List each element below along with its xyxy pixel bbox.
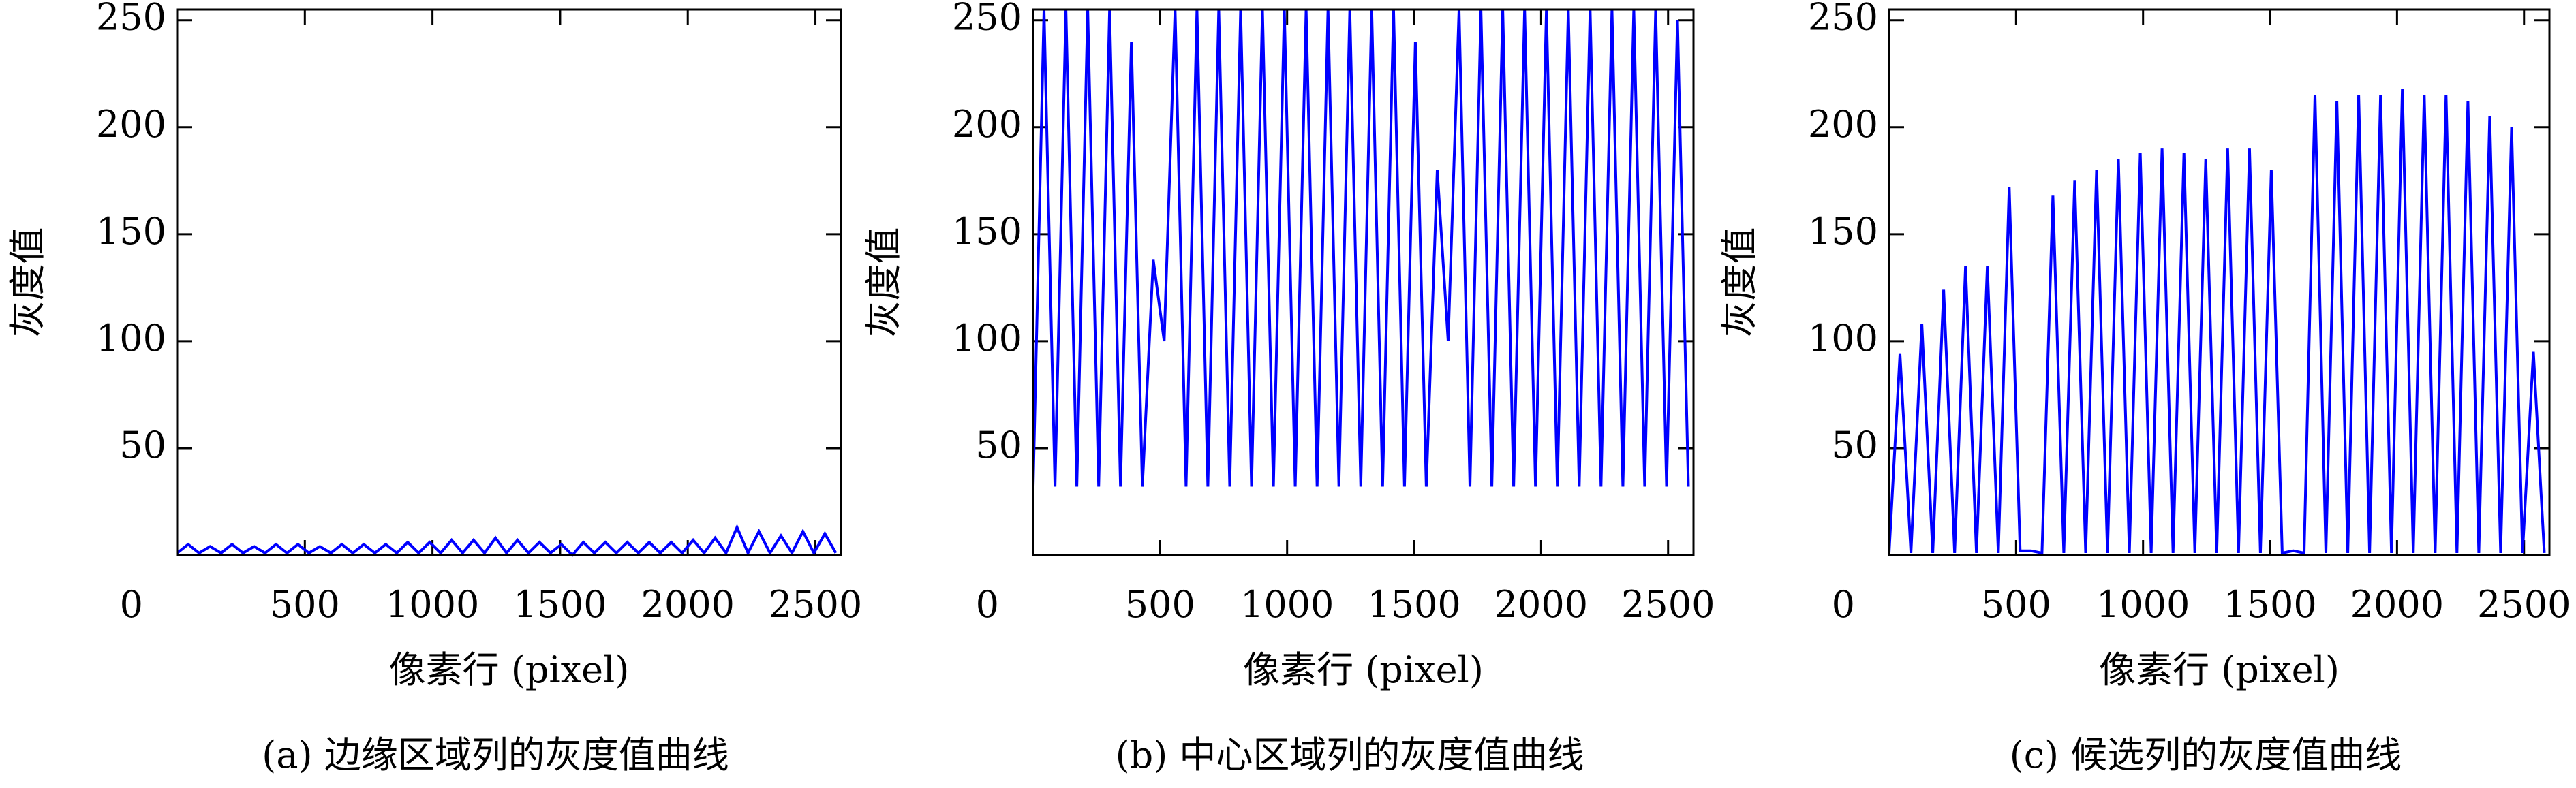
- x-tick-label: 2500: [769, 583, 862, 626]
- x-tick-label: 0: [120, 583, 143, 626]
- caption: (c) 候选列的灰度值曲线: [2010, 734, 2402, 776]
- data-line: [176, 524, 838, 557]
- y-tick-label: 200: [96, 103, 166, 146]
- y-tick-label: 50: [975, 424, 1022, 467]
- y-axis-label: 灰度值: [862, 227, 905, 338]
- caption: (a) 边缘区域列的灰度值曲线: [262, 734, 729, 776]
- data-line: [1888, 89, 2546, 555]
- x-tick-label: 1000: [386, 583, 479, 626]
- y-axis-label: 灰度值: [6, 227, 49, 338]
- y-tick-label: 200: [952, 103, 1022, 146]
- plot-frame: [176, 8, 842, 556]
- x-tick-label: 2500: [2477, 583, 2571, 626]
- y-tick-label: 150: [1808, 210, 1878, 253]
- x-tick-label: 0: [1832, 583, 1855, 626]
- y-tick-label: 150: [96, 210, 166, 253]
- y-tick-label: 250: [952, 0, 1022, 39]
- y-tick-label: 200: [1808, 103, 1878, 146]
- y-tick-label: 100: [1808, 317, 1878, 360]
- x-axis-label: 像素行 (pixel): [2099, 648, 2340, 691]
- x-tick-label: 1500: [2223, 583, 2316, 626]
- x-tick-label: 500: [270, 583, 340, 626]
- x-axis-label: 像素行 (pixel): [1243, 648, 1484, 691]
- y-axis-label: 灰度值: [1718, 227, 1761, 338]
- y-tick-label: 100: [96, 317, 166, 360]
- y-tick-label: 50: [119, 424, 166, 467]
- x-tick-label: 1500: [1367, 583, 1460, 626]
- y-tick-label: 100: [952, 317, 1022, 360]
- x-tick-label: 1000: [1240, 583, 1334, 626]
- x-axis-label: 像素行 (pixel): [389, 648, 630, 691]
- x-tick-label: 2000: [641, 583, 735, 626]
- plot-frame: [1032, 8, 1695, 556]
- data-line: [1032, 9, 1690, 487]
- x-tick-label: 500: [1125, 583, 1195, 626]
- x-tick-label: 2000: [1494, 583, 1588, 626]
- x-tick-label: 0: [976, 583, 999, 626]
- plot-frame: [1888, 8, 2551, 556]
- caption: (b) 中心区域列的灰度值曲线: [1116, 734, 1584, 776]
- y-tick-label: 250: [1808, 0, 1878, 39]
- x-tick-label: 500: [1981, 583, 2051, 626]
- x-tick-label: 2500: [1621, 583, 1715, 626]
- x-tick-label: 2000: [2350, 583, 2444, 626]
- x-tick-label: 1500: [513, 583, 607, 626]
- y-tick-label: 50: [1831, 424, 1878, 467]
- x-tick-label: 1000: [2096, 583, 2190, 626]
- y-tick-label: 250: [96, 0, 166, 39]
- y-tick-label: 150: [952, 210, 1022, 253]
